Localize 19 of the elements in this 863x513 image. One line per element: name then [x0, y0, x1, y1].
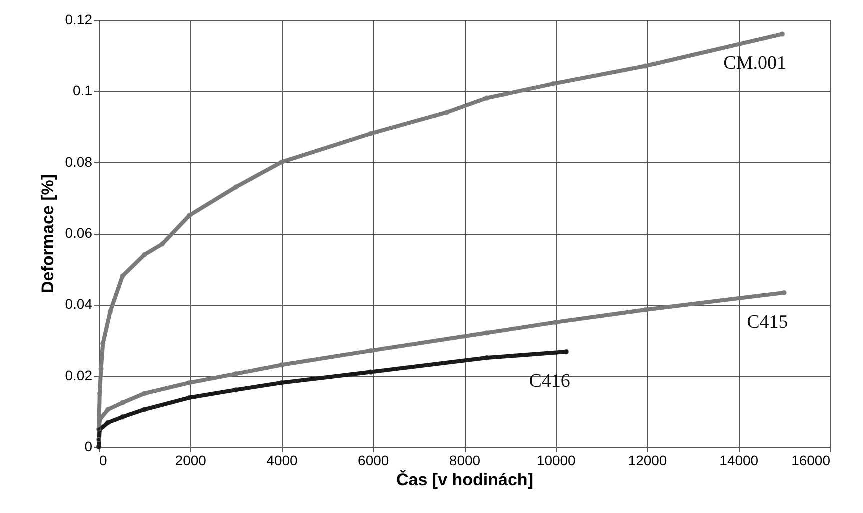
series-label: C415	[747, 312, 788, 333]
y-tick-label: 0.02	[65, 367, 93, 384]
y-tick-label: 0.1	[73, 82, 93, 99]
x-tick-label: 12000	[628, 452, 668, 468]
y-tick-label: 0.12	[65, 12, 93, 28]
x-tick-label: 8000	[449, 452, 481, 468]
y-tick-label: 0.08	[65, 154, 93, 170]
x-tick-label: 16000	[792, 452, 831, 468]
x-tick-label: 10000	[536, 452, 576, 468]
x-tick-label: 14000	[720, 452, 759, 468]
y-tick-label: 0.04	[65, 296, 93, 312]
y-tick-label: 0.06	[65, 225, 93, 241]
x-axis-title: Čas [v hodinách]	[396, 470, 534, 490]
x-tick-label: 2000	[175, 452, 207, 468]
y-axis-title: Deformace [%]	[38, 174, 58, 294]
x-tick-label: 6000	[358, 452, 390, 468]
y-tick-label: 0	[84, 438, 93, 454]
x-tick-label: 4000	[266, 452, 298, 468]
x-tick-label: 0	[100, 452, 108, 468]
